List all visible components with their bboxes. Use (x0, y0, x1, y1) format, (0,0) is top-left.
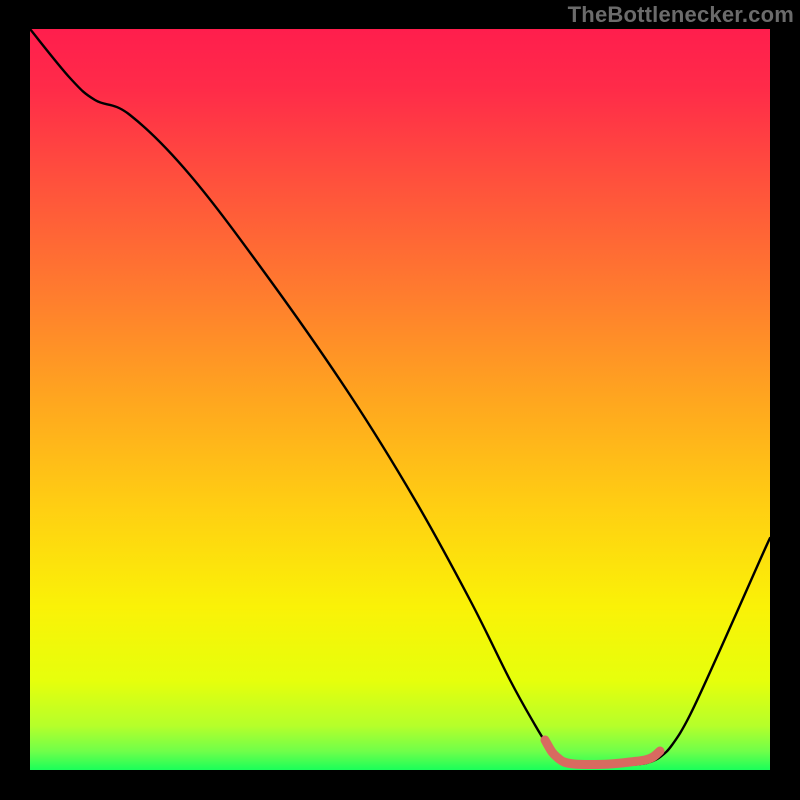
chart-stage (0, 0, 800, 800)
watermark-text: TheBottlenecker.com (568, 2, 794, 28)
chart-root: TheBottlenecker.com (0, 0, 800, 800)
gradient-background (30, 29, 770, 770)
